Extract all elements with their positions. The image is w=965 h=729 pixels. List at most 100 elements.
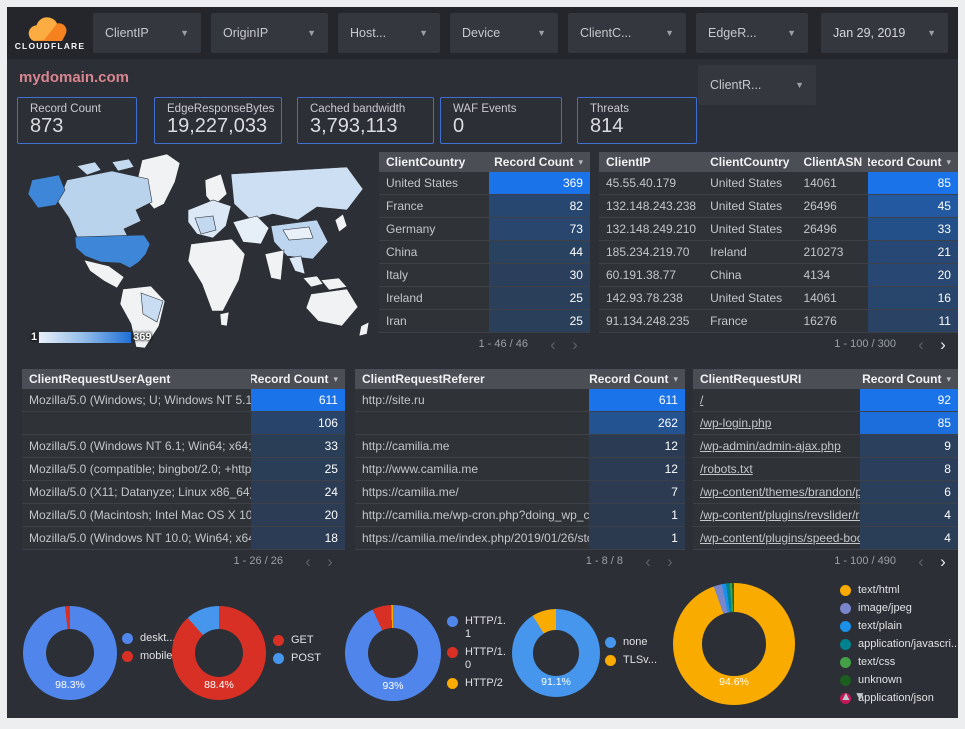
date-range-filter[interactable]: Jan 29, 2019 ▼	[821, 13, 948, 53]
record-count-bar-cell: 611	[251, 389, 345, 411]
legend-item: GET	[273, 634, 321, 647]
table-cell: 16276	[803, 314, 837, 328]
next-page-icon[interactable]: ›	[667, 551, 673, 571]
pagination-range: 1 - 100 / 300	[834, 338, 896, 350]
table-pagination: 1 - 100 / 490 ‹ ›	[693, 550, 958, 572]
chevron-down-icon: ▼	[419, 28, 428, 38]
legend-label: HTTP/2	[465, 677, 503, 689]
record-count-bar-cell: 33	[251, 435, 345, 457]
donut-percentage-label: 93%	[382, 680, 404, 692]
table-cell: /wp-content/plugins/revslider/rs-p...	[693, 504, 860, 526]
prev-page-icon[interactable]: ‹	[550, 334, 556, 354]
column-header[interactable]: Record Count ▾	[494, 155, 583, 169]
http-protocol-donut[interactable]: 93%	[345, 605, 441, 701]
column-header[interactable]: ClientRequestReferer	[362, 372, 485, 386]
device-type-donut[interactable]: 98.3%	[23, 606, 117, 700]
uri-link[interactable]: /wp-content/plugins/revslider/rs-p...	[700, 508, 860, 522]
uri-link[interactable]: /wp-admin/admin-ajax.php	[700, 439, 841, 453]
request-method-donut[interactable]: 88.4%	[172, 606, 266, 700]
uri-link[interactable]: /	[700, 393, 704, 407]
table-row: /wp-login.php 85	[693, 412, 958, 435]
filter-chip-originip[interactable]: OriginIP ▼	[211, 13, 328, 53]
table-cell: Mozilla/5.0 (Windows NT 6.1; Win64; x64;…	[29, 439, 252, 453]
next-page-icon[interactable]: ›	[327, 551, 333, 571]
legend-dot-icon	[273, 635, 284, 646]
prev-page-icon[interactable]: ‹	[305, 551, 311, 571]
legend-dot-icon	[605, 637, 616, 648]
table-row: http://site.ru 611	[355, 389, 685, 412]
column-header[interactable]: Record Count ▾	[251, 372, 338, 386]
table-row: 106	[22, 412, 345, 435]
filter-chip-clientc[interactable]: ClientC... ▼	[568, 13, 686, 53]
legend-dot-icon	[840, 621, 851, 632]
filter-chips-row2: ClientR... ▼	[698, 65, 816, 105]
world-map	[27, 153, 370, 349]
uri-link[interactable]: /robots.txt	[700, 462, 753, 476]
filter-chip-device[interactable]: Device ▼	[450, 13, 558, 53]
next-page-icon[interactable]: ›	[572, 334, 578, 354]
filter-chip-host[interactable]: Host... ▼	[338, 13, 440, 53]
uri-link[interactable]: /wp-login.php	[700, 416, 772, 430]
legend-label: TLSv...	[623, 654, 658, 666]
table-cell: 14061	[803, 176, 837, 190]
next-page-icon[interactable]: ›	[940, 334, 946, 354]
request-method-legend: GET POST	[273, 634, 321, 670]
scorecard-label: EdgeResponseBytes	[167, 103, 275, 115]
column-header[interactable]: ClientIP	[606, 155, 651, 169]
legend-label: text/css	[858, 656, 896, 668]
column-header[interactable]: ClientASN	[803, 155, 863, 169]
record-count-bar-cell: 18	[251, 527, 345, 549]
record-count-bar-cell: 6	[859, 481, 958, 503]
table-row: /wp-content/plugins/speed-booste...4	[693, 527, 958, 550]
column-header[interactable]: Record Count ▾	[868, 155, 951, 169]
next-page-icon[interactable]: ›	[940, 551, 946, 571]
legend-item: application/javascri...	[840, 638, 958, 651]
record-count-bar-cell: 16	[868, 287, 958, 309]
column-header[interactable]: ClientCountry	[386, 155, 466, 169]
legend-item: image/jpeg	[840, 602, 958, 615]
table-row: 60.191.38.77 China 4134 20	[599, 264, 958, 287]
legend-dot-icon	[122, 651, 133, 662]
column-header[interactable]: ClientRequestUserAgent	[29, 372, 171, 386]
legend-scroll-arrows[interactable]: ▲▼	[840, 689, 868, 703]
record-count-bar-cell: 262	[589, 412, 685, 434]
prev-page-icon[interactable]: ‹	[918, 551, 924, 571]
table-cell: 132.148.243.238	[606, 199, 697, 213]
chevron-down-icon: ▼	[537, 28, 546, 38]
column-header[interactable]: Record Count ▾	[589, 372, 678, 386]
record-count-bar-cell: 30	[488, 264, 590, 286]
tls-version-donut[interactable]: 91.1%	[512, 609, 600, 697]
column-header[interactable]: Record Count ▾	[862, 372, 951, 386]
uri-link[interactable]: /wp-content/plugins/speed-booste...	[700, 531, 860, 545]
filter-chip-edger[interactable]: EdgeR... ▼	[696, 13, 808, 53]
column-header[interactable]: ClientRequestURI	[700, 372, 802, 386]
content-type-donut[interactable]: 94.6%	[673, 583, 795, 705]
record-count-bar-cell: 611	[589, 389, 685, 411]
scorecard-label: Threats	[590, 103, 629, 115]
scorecard-record-count: Record Count 873	[17, 97, 137, 144]
table-row: China 44	[379, 241, 590, 264]
filter-chip-clientr[interactable]: ClientR... ▼	[698, 65, 816, 105]
table-header-row: ClientRequestUserAgent Record Count ▾	[22, 369, 345, 389]
legend-label: POST	[291, 652, 321, 664]
table-cell: Germany	[386, 222, 436, 236]
record-count-bar-cell: 12	[589, 458, 685, 480]
record-count-bar-cell: 85	[868, 172, 958, 194]
legend-item: HTTP/2	[447, 677, 511, 690]
filter-chip-clientip[interactable]: ClientIP ▼	[93, 13, 201, 53]
table-cell: France	[386, 199, 424, 213]
table-cell: China	[386, 245, 418, 259]
chevron-down-icon: ▼	[307, 28, 316, 38]
legend-label: application/javascri...	[858, 638, 958, 650]
prev-page-icon[interactable]: ‹	[645, 551, 651, 571]
record-count-bar-cell: 8	[859, 458, 958, 480]
table-row: 132.148.249.210 United States 26496 33	[599, 218, 958, 241]
table-cell	[22, 412, 251, 434]
column-header[interactable]: ClientCountry	[710, 155, 790, 169]
prev-page-icon[interactable]: ‹	[918, 334, 924, 354]
filter-chip-label: ClientIP	[105, 26, 149, 40]
legend-dot-icon	[605, 655, 616, 666]
record-count-bar-cell: 24	[251, 481, 345, 503]
record-count-bar-cell: 106	[251, 412, 345, 434]
uri-link[interactable]: /wp-content/themes/brandon/plu...	[700, 485, 860, 499]
